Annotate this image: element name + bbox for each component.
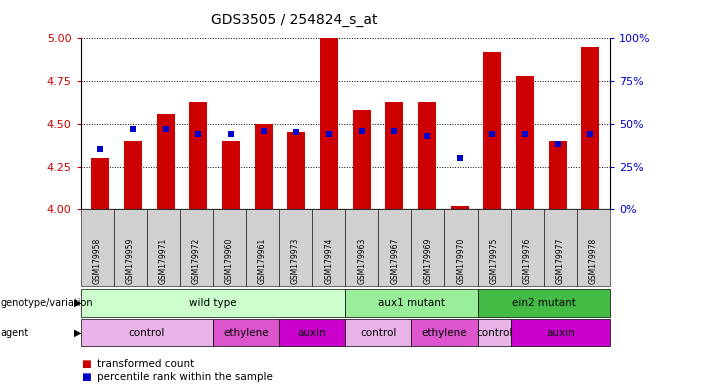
Text: auxin: auxin (546, 328, 575, 338)
Bar (189, 102, 207, 209)
Text: ■: ■ (81, 372, 90, 382)
Text: ■: ■ (81, 359, 90, 369)
Bar (581, 47, 599, 209)
Text: GSM179967: GSM179967 (390, 238, 400, 284)
Text: ▶: ▶ (74, 328, 81, 338)
Text: GSM179973: GSM179973 (291, 238, 300, 284)
Bar (254, 124, 273, 209)
Text: GSM179974: GSM179974 (324, 238, 333, 284)
Bar (222, 141, 240, 209)
Bar (418, 102, 436, 209)
Bar (516, 76, 534, 209)
Bar (549, 141, 566, 209)
Text: GSM179960: GSM179960 (225, 238, 234, 284)
Bar (320, 38, 338, 209)
Bar (386, 102, 403, 209)
Text: aux1 mutant: aux1 mutant (378, 298, 445, 308)
Text: GSM179976: GSM179976 (523, 238, 531, 284)
Text: agent: agent (1, 328, 29, 338)
Text: GSM179978: GSM179978 (589, 238, 598, 284)
Text: GSM179969: GSM179969 (423, 238, 433, 284)
Text: GSM179958: GSM179958 (93, 238, 102, 284)
Text: GSM179972: GSM179972 (192, 238, 201, 284)
Text: transformed count: transformed count (97, 359, 194, 369)
Text: ein2 mutant: ein2 mutant (512, 298, 576, 308)
Text: GSM179971: GSM179971 (159, 238, 168, 284)
Text: auxin: auxin (298, 328, 327, 338)
Text: ethylene: ethylene (422, 328, 468, 338)
Text: control: control (360, 328, 397, 338)
Text: control: control (128, 328, 165, 338)
Text: GSM179959: GSM179959 (125, 238, 135, 284)
Text: GSM179970: GSM179970 (456, 238, 465, 284)
Bar (483, 52, 501, 209)
Bar (451, 206, 468, 209)
Bar (287, 132, 305, 209)
Text: GSM179977: GSM179977 (556, 238, 565, 284)
Text: GDS3505 / 254824_s_at: GDS3505 / 254824_s_at (211, 13, 378, 27)
Text: ethylene: ethylene (223, 328, 268, 338)
Bar (124, 141, 142, 209)
Text: percentile rank within the sample: percentile rank within the sample (97, 372, 273, 382)
Text: GSM179975: GSM179975 (489, 238, 498, 284)
Bar (91, 158, 109, 209)
Text: GSM179963: GSM179963 (358, 238, 367, 284)
Bar (353, 110, 371, 209)
Text: genotype/variation: genotype/variation (1, 298, 93, 308)
Text: control: control (476, 328, 512, 338)
Bar (156, 114, 175, 209)
Text: GSM179961: GSM179961 (258, 238, 267, 284)
Text: wild type: wild type (189, 298, 237, 308)
Text: ▶: ▶ (74, 298, 81, 308)
